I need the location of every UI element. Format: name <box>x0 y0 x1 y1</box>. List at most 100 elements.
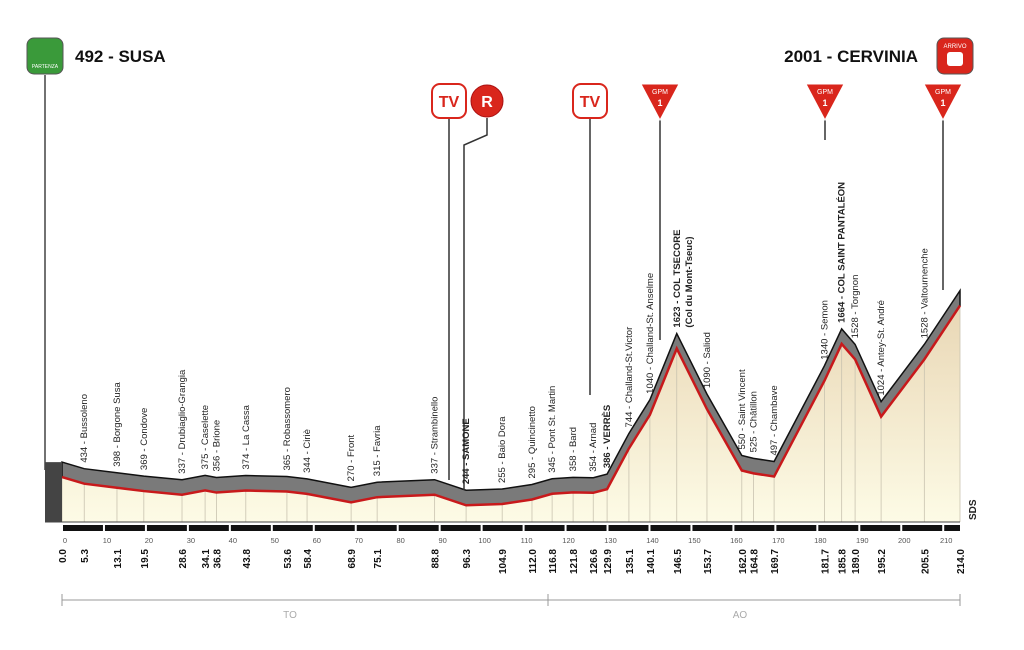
gpm-marker: GPM 1 <box>805 83 845 140</box>
waypoint-label: 356 - Brione <box>211 420 222 472</box>
x-tick-label: 210 <box>940 536 953 545</box>
km-label: 189.0 <box>851 549 862 574</box>
gpm-category: 1 <box>940 98 945 108</box>
waypoint-label: 1528 - Valtournenche <box>919 248 930 338</box>
x-tick-label: 160 <box>730 536 743 545</box>
x-tick-label: 90 <box>438 536 446 545</box>
waypoint-label: 345 - Pont St. Martin <box>547 386 558 473</box>
km-label: 36.8 <box>212 549 223 569</box>
gpm-category: 1 <box>822 98 827 108</box>
x-tick-label: 130 <box>604 536 617 545</box>
km-label: 5.3 <box>80 549 91 563</box>
km-label: 214.0 <box>956 549 967 574</box>
tv-icon <box>572 83 608 119</box>
km-label: 140.1 <box>646 549 657 574</box>
waypoint-label: 337 - Strambinello <box>430 397 441 474</box>
x-tick-label: 120 <box>562 536 575 545</box>
waypoint-label: 315 - Favria <box>372 425 383 476</box>
x-tick-label: 200 <box>898 536 911 545</box>
r-icon <box>470 84 504 118</box>
province-label: AO <box>733 610 748 621</box>
x-tick-label: 0 <box>63 536 67 545</box>
x-tick-label: 100 <box>478 536 491 545</box>
gpm-icon <box>640 83 680 122</box>
x-tick-label: 180 <box>814 536 827 545</box>
waypoint-label: 1090 - Saliod <box>702 332 713 388</box>
waypoint-label: 1623 - COL TSECORE <box>672 230 683 328</box>
x-tick-label: 40 <box>229 536 237 545</box>
waypoint-label: 270 - Front <box>346 434 357 481</box>
x-tick-label: 140 <box>646 536 659 545</box>
profile-line <box>61 304 962 507</box>
province-label: TO <box>283 610 297 621</box>
km-label: 135.1 <box>625 549 636 574</box>
km-label: 34.1 <box>201 549 212 569</box>
gpm-marker: GPM 1 <box>640 83 680 340</box>
finish-icon-label: ARRIVO <box>943 44 966 50</box>
waypoint-label: 434 - Bussoleno <box>79 394 90 463</box>
x-tick-label: 150 <box>688 536 701 545</box>
km-label: 96.3 <box>462 549 473 569</box>
start-title: 492 - SUSA <box>75 47 166 66</box>
finish-icon-inner <box>947 52 963 66</box>
gpm-label: GPM <box>817 89 833 96</box>
area-layer <box>45 288 962 522</box>
waypoint-label: 550 - Saint Vincent <box>737 369 748 449</box>
footer-mark: SDS <box>968 499 979 520</box>
km-label: 58.4 <box>303 549 314 569</box>
km-label: 129.9 <box>603 549 614 574</box>
waypoint-label: 1040 - Challand-St. Anselme <box>645 273 656 394</box>
waypoint-label: 525 - Châtillon <box>749 391 760 452</box>
km-label: 162.0 <box>738 549 749 574</box>
km-label: 169.7 <box>770 549 781 574</box>
tv-label: TV <box>439 94 460 111</box>
km-label: 195.2 <box>877 549 888 574</box>
km-bar <box>62 525 960 531</box>
km-label: 116.8 <box>548 549 559 574</box>
waypoint-label: 1340 - Semon <box>819 300 830 360</box>
km-label: 19.5 <box>140 549 151 569</box>
finish-title: 2001 - CERVINIA <box>784 47 918 66</box>
km-label: 13.1 <box>113 549 124 569</box>
waypoint-label: 398 - Borgone Susa <box>112 382 123 467</box>
waypoint-label: 344 - Ciriè <box>302 429 313 473</box>
km-label: 185.8 <box>838 549 849 574</box>
x-tick-label: 110 <box>521 536 533 545</box>
gpm-label: GPM <box>935 89 951 96</box>
km-label: 75.1 <box>373 549 384 569</box>
gpm-icon <box>805 83 845 122</box>
waypoint-label: 354 - Arnad <box>588 423 599 472</box>
km-label: 112.0 <box>528 549 539 574</box>
waypoint-label: 374 - La Cassa <box>241 404 252 469</box>
waypoint-label: 369 - Condove <box>139 408 150 470</box>
km-label: 104.9 <box>498 549 509 574</box>
r-line <box>463 118 488 490</box>
waypoint-label: 375 - Caselette <box>200 405 211 469</box>
waypoint-label: 497 - Chambave <box>769 385 780 455</box>
tv-icon <box>431 83 467 119</box>
waypoint-label: 744 - Challand-St.Victor <box>624 327 635 428</box>
x-tick-label: 50 <box>271 536 279 545</box>
x-tick-label: 20 <box>145 536 153 545</box>
km-label: 164.8 <box>750 549 761 574</box>
x-tick-label: 170 <box>772 536 785 545</box>
km-label: 121.8 <box>569 549 580 574</box>
km-label: 146.5 <box>673 549 684 574</box>
km-label: 43.8 <box>242 549 253 569</box>
waypoint-label: 255 - Baio Dora <box>497 416 508 483</box>
waypoint-label: 1664 - COL SAINT PANTALÉON <box>837 182 848 323</box>
waypoint-label: 1528 - Torgnon <box>850 275 861 339</box>
x-tick-label: 60 <box>313 536 321 545</box>
gpm-category: 1 <box>657 98 662 108</box>
km-label: 28.6 <box>178 549 189 569</box>
gpm-marker: GPM 1 <box>923 83 963 290</box>
waypoint-label: 358 - Bard <box>568 427 579 471</box>
km-label: 205.5 <box>920 549 931 574</box>
r-label: R <box>481 94 493 111</box>
gpm-label: GPM <box>652 89 668 96</box>
start-icon-label: PARTENZA <box>32 64 59 70</box>
waypoint-label: 386 - VERRÈS <box>602 405 613 468</box>
gpm-icon <box>923 83 963 122</box>
km-label: 88.8 <box>431 549 442 569</box>
